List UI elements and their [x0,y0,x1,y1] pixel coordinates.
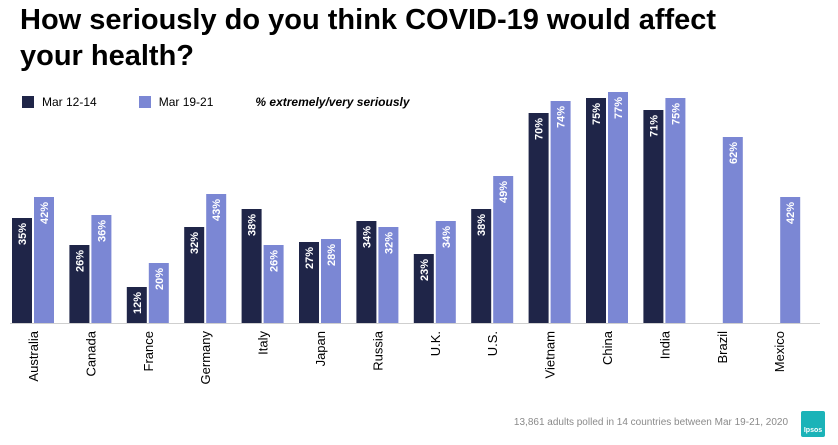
legend-label-series1: Mar 12-14 [42,95,97,109]
bar-canada-series2 [91,215,112,323]
legend-item-series2: Mar 19-21 [138,95,214,109]
data-label-china-series2: 77% [613,97,625,119]
legend-swatch-series2 [138,96,151,108]
ipsos-logo: Ipsos [801,411,825,437]
bar-germany-series2 [206,194,227,323]
legend-note: % extremely/very seriously [255,95,410,109]
bar-india-series1 [643,110,664,323]
tick-label-japan: Japan [313,331,328,366]
tick-label-brazil: Brazil [715,331,730,364]
tick-label-france: France [141,331,156,371]
legend-label-series2: Mar 19-21 [158,95,214,109]
bar-france-series1 [126,287,147,323]
data-label-france-series1: 12% [132,292,144,314]
data-label-italy-series1: 38% [247,214,259,236]
tick-label-russia: Russia [370,330,385,371]
bar-brazil-series2 [722,137,743,323]
bar-us-series2 [493,176,514,323]
legend-swatch-series1 [22,96,34,108]
tick-label-germany: Germany [198,331,213,385]
data-label-canada-series2: 36% [96,220,108,242]
data-label-india-series2: 75% [670,103,682,125]
bar-us-series1 [471,209,492,323]
bar-mexico-series2 [780,197,801,323]
data-label-germany-series2: 43% [211,199,223,221]
data-label-china-series1: 75% [591,103,603,125]
bar-uk-series1 [413,254,434,323]
bar-italy-series1 [241,209,262,323]
data-label-france-series2: 20% [154,268,166,290]
bar-russia-series2 [378,227,399,323]
bar-china-series2 [608,92,628,323]
tick-label-us: U.S. [485,331,500,356]
bar-india-series2 [665,98,686,323]
tick-label-china: China [600,330,615,365]
tick-label-australia: Australia [26,330,41,381]
bar-japan-series2 [321,239,341,323]
data-label-us-series1: 38% [476,214,488,236]
data-label-australia-series2: 42% [39,202,51,224]
tick-label-vietnam: Vietnam [543,331,558,378]
tick-label-italy: Italy [256,331,271,355]
data-label-brazil-series2: 62% [728,142,740,164]
tick-label-uk: U.K. [428,331,443,356]
legend: Mar 12-14 Mar 19-21 % extremely/very ser… [22,93,410,111]
bar-russia-series1 [356,221,377,323]
data-label-germany-series1: 32% [189,232,201,254]
bar-vietnam-series1 [528,113,549,323]
tick-label-mexico: Mexico [772,331,787,372]
bar-japan-series1 [299,242,319,323]
bar-australia-series2 [34,197,54,323]
bar-australia-series1 [12,218,32,323]
tick-label-canada: Canada [83,330,98,376]
data-label-japan-series1: 27% [304,247,316,269]
data-label-us-series2: 49% [498,181,510,203]
bar-china-series1 [586,98,606,323]
chart-title: How seriously do you think COVID-19 woul… [20,4,717,72]
data-label-russia-series1: 34% [361,226,373,248]
data-label-japan-series2: 28% [326,244,338,266]
data-label-canada-series1: 26% [74,250,86,272]
bar-germany-series1 [184,227,205,323]
legend-item-series1: Mar 12-14 [22,95,97,109]
data-label-uk-series1: 23% [419,259,431,281]
bar-france-series2 [148,263,169,323]
bar-vietnam-series2 [550,101,571,323]
tick-label-india: India [657,330,672,359]
bar-uk-series2 [435,221,456,323]
data-label-australia-series1: 35% [17,223,29,245]
bar-canada-series1 [69,245,90,323]
data-label-vietnam-series1: 70% [534,118,546,140]
data-label-italy-series2: 26% [269,250,281,272]
data-label-mexico-series2: 42% [785,202,797,224]
data-label-russia-series2: 32% [383,232,395,254]
data-label-india-series1: 71% [648,115,660,137]
data-label-uk-series2: 34% [441,226,453,248]
footnote: 13,861 adults polled in 14 countries bet… [513,417,788,428]
bar-italy-series2 [263,245,284,323]
data-label-vietnam-series2: 74% [556,106,568,128]
